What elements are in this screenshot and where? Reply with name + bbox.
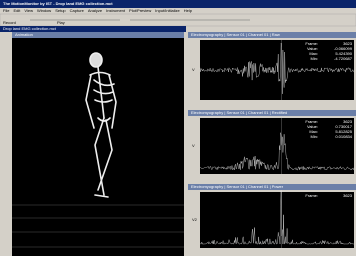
plot-area	[200, 192, 354, 248]
stat-label: Min:	[310, 134, 318, 139]
toolbar-button[interactable]: Record	[3, 20, 16, 25]
plot-title: Electromyography | Sensor 01 | Channel 0…	[191, 32, 280, 37]
y-axis-label: V	[192, 67, 195, 72]
menu-item[interactable]: Edit	[13, 8, 21, 13]
menu-item[interactable]: Setup	[55, 8, 66, 13]
menu-item[interactable]: Input/Initialize	[155, 8, 180, 13]
menu-item[interactable]: Analyze	[88, 8, 103, 13]
toolbar-button[interactable]: Play	[57, 20, 65, 25]
screen: The MotionMonitor by IST - Drop land EMG…	[0, 0, 356, 256]
stat-value: -4.720687	[334, 56, 353, 61]
plot-title: Electromyography | Sensor 01 | Channel 0…	[191, 184, 284, 189]
stat-value: 3623	[343, 193, 353, 198]
stat-value: 0.010834	[335, 134, 352, 139]
menu-item[interactable]: Plot/Preview	[129, 8, 151, 13]
side-panel	[0, 32, 12, 256]
menu-item[interactable]: View	[24, 8, 33, 13]
menu-item[interactable]: Instrument	[106, 8, 126, 13]
menu-item[interactable]: File	[3, 8, 10, 13]
pane-title: Animation	[15, 32, 33, 37]
stat-label: Frame:	[305, 193, 318, 198]
y-axis-label: V	[192, 143, 195, 148]
plot-title: Electromyography | Sensor 01 | Channel 0…	[191, 110, 287, 115]
plot-area	[200, 40, 354, 100]
menu-item[interactable]: Window	[37, 8, 51, 13]
window-title: The MotionMonitor by IST - Drop land EMG…	[3, 1, 113, 6]
page: The MotionMonitor by IST - Drop land EMG…	[0, 0, 356, 256]
doc-title: Drop land EMG collection.mct	[3, 26, 57, 31]
stat-label: Min:	[310, 56, 318, 61]
pane-title-bar	[12, 32, 184, 38]
plots: Electromyography | Sensor 01 | Channel 0…	[188, 32, 356, 256]
y-axis-label: V2	[192, 217, 198, 222]
menu-item[interactable]: Capture	[70, 8, 85, 13]
menu-item[interactable]: Help	[184, 8, 193, 13]
